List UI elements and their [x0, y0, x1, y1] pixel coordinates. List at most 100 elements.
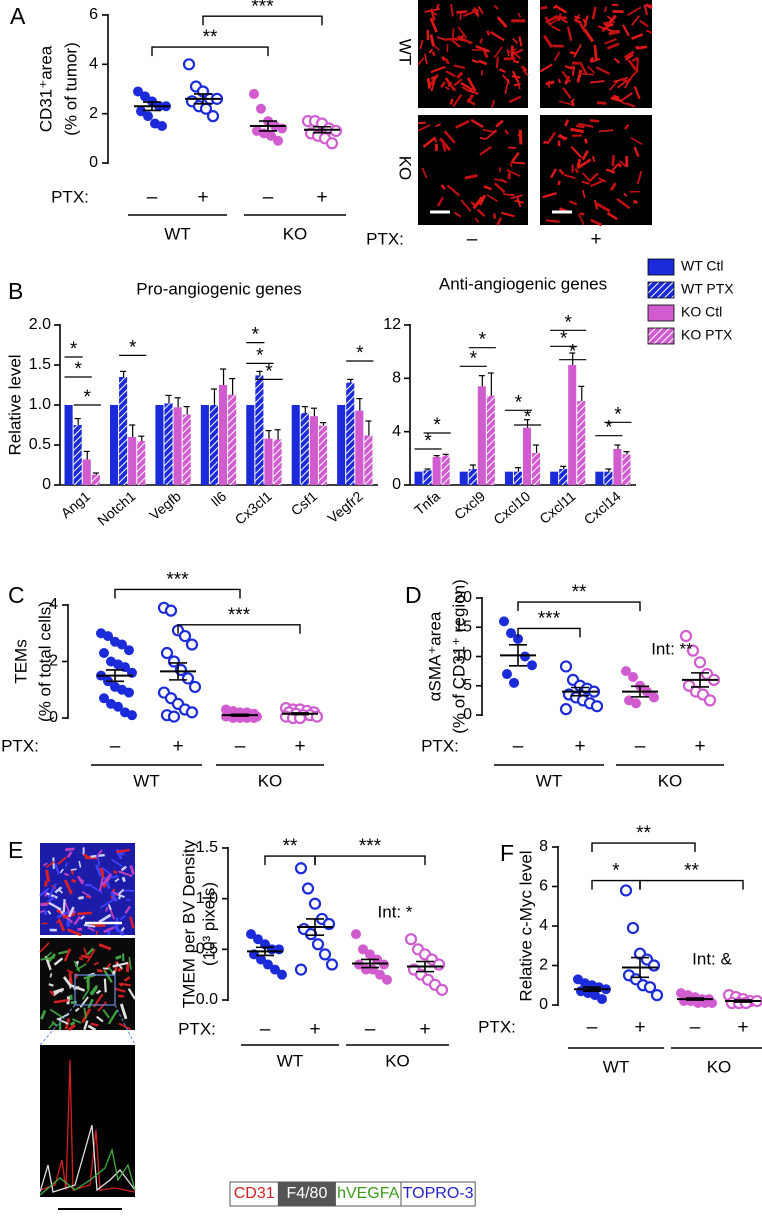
bar: [414, 471, 423, 485]
micrograph-vessel: [623, 192, 628, 197]
micrograph-vessel: [581, 150, 589, 161]
bar: [604, 471, 613, 485]
y-tick-label: 20: [454, 589, 472, 606]
panel-letter: C: [8, 582, 25, 608]
data-point: [707, 998, 717, 1009]
micrograph-vessel: [48, 883, 57, 899]
micrograph-vessel: [105, 906, 109, 912]
micrograph-vessel: [512, 37, 519, 44]
micrograph-vessel: [504, 78, 510, 94]
micrograph-vessel: [571, 99, 575, 107]
micrograph-vessel: [95, 930, 98, 936]
micrograph-vessel: [39, 909, 45, 914]
micrograph-vessel: [593, 44, 598, 61]
legend-swatch: [647, 258, 675, 276]
interaction-label: Int: **: [651, 639, 693, 658]
micrograph-vessel: [623, 50, 635, 59]
micrograph-vessel: [631, 15, 640, 26]
bar: [568, 365, 577, 485]
y-tick-label: 4: [392, 423, 401, 440]
micrograph-vessel: [568, 200, 578, 206]
micrograph-vessel: [439, 137, 452, 152]
micrograph-vessel: [575, 124, 585, 129]
group-label: WT: [164, 224, 190, 243]
image-column-label: –: [467, 229, 478, 250]
micrograph-vessel: [456, 10, 468, 14]
data-point: [318, 948, 332, 961]
micrograph-vessel: [442, 143, 447, 152]
micrograph-vessel: [643, 4, 649, 16]
micrograph-vessel: [631, 33, 644, 40]
micrograph-vessel: [454, 211, 462, 218]
micrograph-vessel: [96, 854, 101, 866]
micrograph-vessel: [453, 64, 466, 69]
x-tick-label: Ang1: [58, 488, 93, 521]
micrograph-vessel: [78, 878, 85, 883]
y-axis-label: αSMA⁺area: [425, 611, 444, 701]
micrograph-vessel: [107, 1009, 119, 1025]
micrograph-vessel: [630, 136, 643, 146]
micrograph-vessel: [512, 59, 520, 64]
category-label: –: [263, 187, 274, 208]
micrograph-vessel: [558, 100, 573, 106]
significance-label: *: [70, 339, 78, 360]
micrograph-vessel: [63, 948, 72, 962]
micrograph-vessel: [99, 867, 105, 878]
micrograph-vessel: [464, 174, 478, 180]
micrograph-vessel: [590, 57, 601, 64]
panel-letter: A: [10, 3, 26, 29]
legend-label: WT PTX: [681, 281, 734, 297]
micrograph-vessel: [49, 1008, 64, 1019]
micrograph-vessel: [78, 895, 84, 900]
micrograph-vessel: [625, 102, 636, 108]
micrograph-vessel: [110, 891, 118, 903]
zoom-guide: [39, 1004, 76, 1046]
image-column-label: +: [590, 229, 601, 250]
data-point: [188, 680, 202, 694]
data-point: [99, 693, 109, 704]
micrograph-vessel: [466, 77, 477, 92]
data-point: [127, 710, 137, 721]
micrograph-vessel: [456, 71, 464, 79]
bar: [209, 405, 218, 485]
micrograph-vessel: [503, 193, 515, 197]
data-point: [358, 944, 368, 955]
group-label: WT: [603, 1057, 629, 1076]
micrograph-vessel: [119, 1003, 128, 1020]
micrograph-vessel: [645, 3, 653, 10]
data-point: [294, 963, 308, 976]
y-axis-label: Relative c-Myc level: [516, 850, 535, 1001]
bar: [468, 469, 477, 485]
micrograph: [418, 0, 528, 108]
y-tick-label: 4: [539, 917, 548, 934]
category-label: –: [235, 736, 246, 757]
micrograph-vessel: [617, 162, 623, 168]
micrograph-vessel: [622, 24, 630, 37]
interaction-label: Int: *: [378, 902, 413, 921]
significance-label: *: [605, 418, 613, 439]
micrograph-vessel: [47, 910, 52, 915]
micrograph-vessel: [479, 38, 484, 44]
micrograph-vessel: [579, 212, 585, 216]
micrograph-vessel: [470, 201, 476, 207]
legend-box: [334, 1181, 402, 1207]
bar: [523, 427, 532, 485]
micrograph-vessel: [123, 976, 131, 982]
micrograph-vessel: [636, 170, 643, 185]
micrograph-vessel: [513, 82, 521, 87]
micrograph-vessel: [112, 961, 129, 968]
legend-box: [400, 1181, 476, 1207]
micrograph-vessel: [507, 48, 517, 54]
micrograph-vessel: [120, 982, 131, 987]
bar: [513, 471, 522, 485]
micrograph-vessel: [40, 956, 56, 961]
micrograph-vessel: [441, 55, 446, 62]
y-tick-label: 8: [539, 838, 548, 855]
micrograph-vessel: [56, 909, 62, 914]
data-point: [133, 86, 143, 97]
significance-label: ***: [251, 0, 274, 17]
bar: [300, 413, 309, 485]
category-label: –: [513, 736, 524, 757]
panel-letter: D: [405, 582, 422, 608]
significance-bracket: [314, 855, 426, 866]
